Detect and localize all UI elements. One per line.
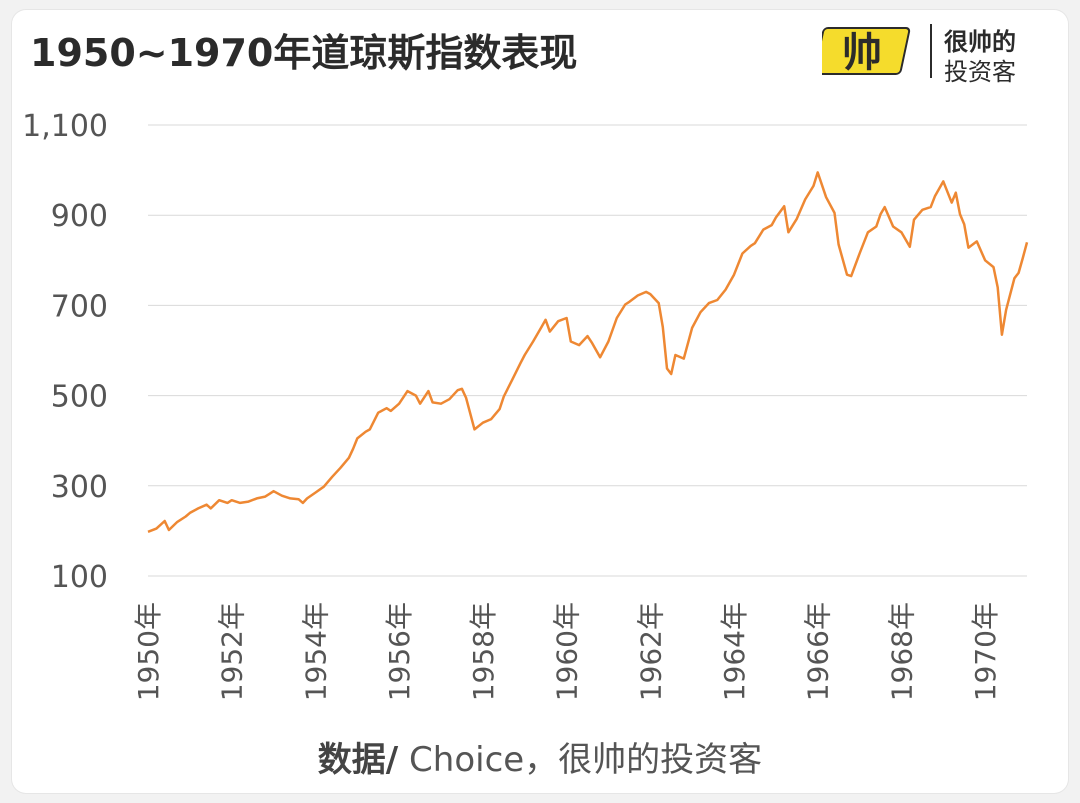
x-tick-label: 1964年	[718, 602, 751, 701]
logo-divider	[930, 24, 932, 78]
x-tick-label: 1960年	[551, 602, 584, 701]
x-tick-label: 1966年	[802, 602, 835, 701]
y-tick-label: 100	[51, 560, 108, 595]
x-tick-label: 1950年	[132, 602, 165, 701]
source-text: Choice，很帅的投资客	[398, 740, 763, 780]
grid-lines	[148, 124, 1027, 577]
chart-card	[12, 10, 1068, 793]
source-label: 数据/	[317, 740, 399, 780]
series-line	[147, 171, 1029, 533]
x-tick-label: 1954年	[299, 602, 332, 701]
data-source: 数据/ Choice，很帅的投资客	[0, 732, 1080, 781]
x-tick-label: 1968年	[885, 602, 918, 701]
brand-logo-icon: 帅	[813, 27, 911, 76]
x-tick-label: 1956年	[383, 602, 416, 701]
y-tick-label: 1,100	[22, 109, 108, 144]
y-tick-label: 700	[51, 289, 108, 324]
y-tick-label: 900	[51, 199, 108, 234]
y-axis-ticks: 100 300 500 700 900 1,100	[22, 109, 108, 595]
x-tick-label: 1952年	[216, 602, 249, 701]
x-tick-label: 1962年	[634, 602, 667, 701]
logo-text-line1: 很帅的	[944, 28, 1016, 56]
y-tick-label: 500	[51, 380, 108, 415]
logo-text-line2: 投资客	[944, 58, 1016, 86]
y-tick-label: 300	[51, 470, 108, 505]
x-tick-label: 1958年	[467, 602, 500, 701]
logo-mark-text: 帅	[842, 30, 882, 76]
x-axis-ticks: 1950年 1952年 1954年 1956年 1958年 1960年 1962年 1964年…	[132, 602, 1002, 701]
x-tick-label: 1970年	[969, 602, 1002, 701]
brand-logo: 帅 很帅的 投资客	[813, 18, 1052, 88]
series-group	[147, 171, 1029, 533]
chart-title: 1950~1970年道琼斯指数表现	[30, 31, 578, 75]
